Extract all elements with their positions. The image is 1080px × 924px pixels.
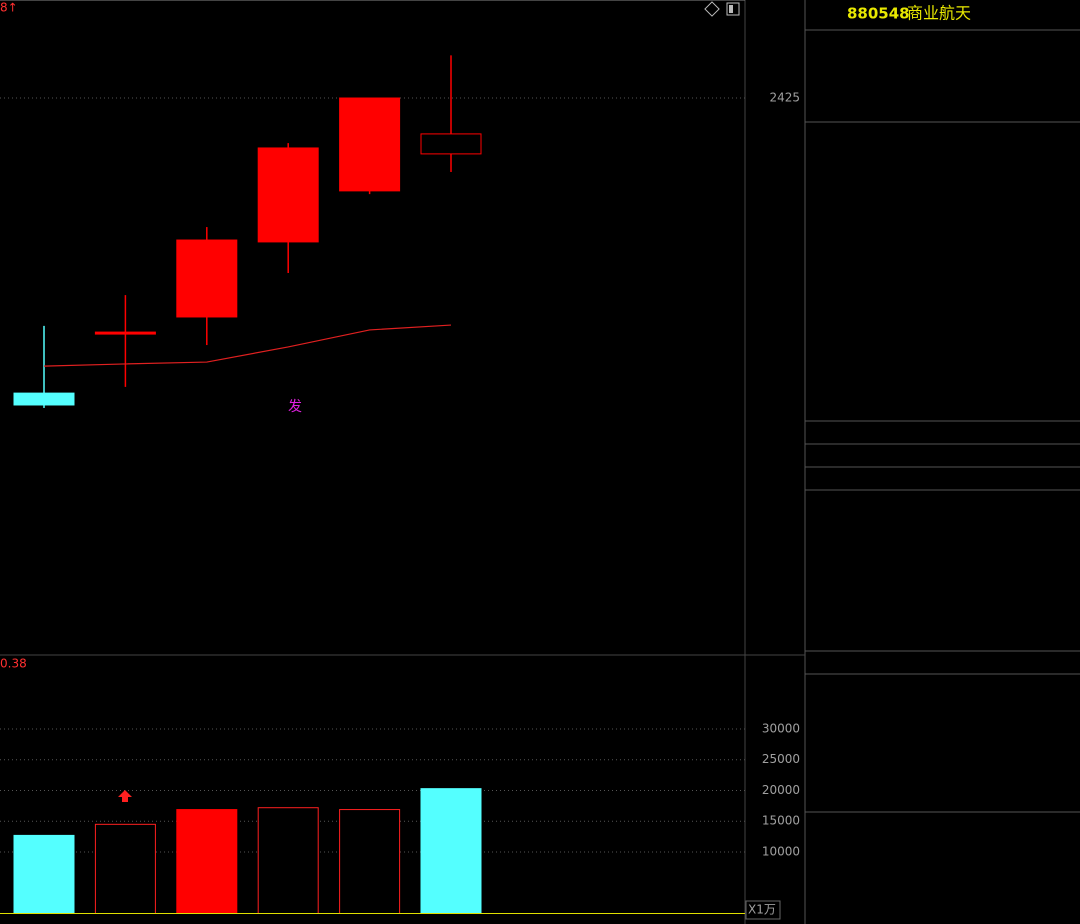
candle-body: [339, 97, 401, 192]
candle-body: [94, 331, 156, 335]
icon-window-part: [729, 5, 733, 13]
y-tick-label: 25000: [762, 752, 800, 766]
unit-label: X1万: [748, 903, 776, 917]
candle-body: [176, 239, 238, 318]
icon-window[interactable]: [726, 2, 740, 16]
unit-box: [745, 900, 781, 920]
volume-bar: [339, 809, 401, 915]
volume-bar: [13, 834, 75, 914]
icon-diamond[interactable]: [704, 1, 720, 17]
candle-body: [257, 147, 319, 243]
name: 商业航天: [907, 4, 971, 23]
y-tick-label: 10000: [762, 844, 800, 858]
y-tick-label: 2425: [769, 91, 800, 105]
y-tick-label: 20000: [762, 783, 800, 797]
candle-body: [420, 133, 482, 155]
corner-label: 8↑: [0, 1, 18, 15]
marker-label: 发: [288, 399, 302, 415]
y-tick-label: 15000: [762, 814, 800, 828]
code: 880548: [847, 5, 910, 23]
volume-bar: [176, 809, 238, 915]
volume-bar: [257, 807, 319, 915]
arrow-icon: [118, 790, 132, 802]
volume-bar: [420, 788, 482, 915]
corner-label: 0.38: [0, 657, 27, 671]
volume-bar: [94, 823, 156, 914]
candle-body: [13, 392, 75, 406]
y-tick-label: 30000: [762, 721, 800, 735]
ma-line: [43, 324, 452, 367]
